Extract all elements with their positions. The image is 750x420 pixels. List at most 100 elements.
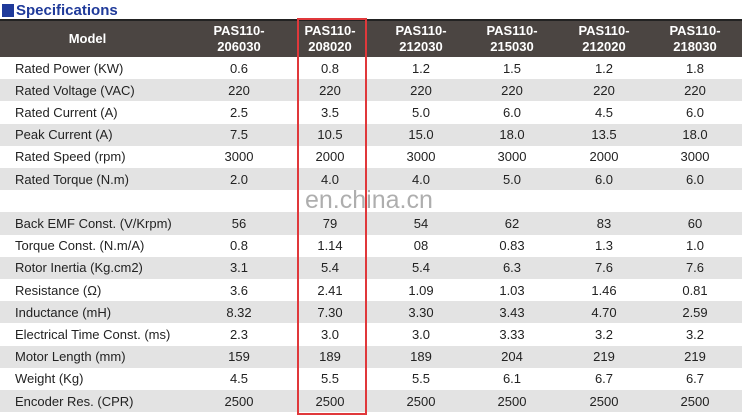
row-label: Electrical Time Const. (ms) <box>15 326 171 342</box>
cell-value: 4.0 <box>320 171 340 187</box>
table-row: Electrical Time Const. (ms) 2.3 3.0 3.0 3.33… <box>0 323 742 345</box>
row-label: Back EMF Const. (V/Krpm) <box>15 215 172 231</box>
cell-value: 8.32 <box>226 304 252 320</box>
cell-value: 2500 <box>315 393 345 409</box>
cell-value: 5.0 <box>411 104 431 120</box>
section-title: Specifications <box>2 0 118 20</box>
cell-value: 159 <box>228 349 250 365</box>
cell-value: 6.7 <box>685 371 705 387</box>
cell-value: 56 <box>231 215 247 231</box>
table-row: Weight (Kg) 4.5 5.5 5.5 6.1 6.7 6.7 <box>0 368 742 390</box>
cell-value: 1.03 <box>499 282 525 298</box>
row-label: Encoder Res. (CPR) <box>15 393 134 409</box>
cell-value: 2500 <box>224 393 254 409</box>
cell-value: 18.0 <box>499 127 525 143</box>
cell-value: 4.70 <box>591 304 617 320</box>
cell-value: 4.5 <box>594 104 614 120</box>
cell-value: 3000 <box>224 149 254 165</box>
header-model: Model <box>68 31 107 46</box>
highlight-box <box>297 18 367 415</box>
cell-value: 7.30 <box>317 304 343 320</box>
table-row: Motor Length (mm) 159 189 189 204 219 219 <box>0 345 742 368</box>
table-row: Back EMF Const. (V/Krpm) 56 79 54 62 83 60 <box>0 212 742 235</box>
cell-value <box>193 190 285 212</box>
cell-value: 0.83 <box>499 238 525 254</box>
cell-value: 2500 <box>406 393 436 409</box>
cell-value: 6.7 <box>594 371 614 387</box>
table-row: Rated Power (KW) 0.6 0.8 1.2 1.5 1.2 1.8 <box>0 57 742 79</box>
header-column: PAS110- 208020 <box>304 23 356 54</box>
cell-value: 3.0 <box>411 326 431 342</box>
cell-value <box>649 190 741 212</box>
header-column: PAS110- 218030 <box>669 23 721 54</box>
row-label: Rated Current (A) <box>15 104 118 120</box>
cell-value: 220 <box>228 82 250 98</box>
cell-value: 220 <box>593 82 615 98</box>
cell-value: 220 <box>319 82 341 98</box>
cell-value: 2.0 <box>229 171 249 187</box>
divider <box>0 19 742 21</box>
cell-value: 5.4 <box>320 260 340 276</box>
table-row: Rated Voltage (VAC) 220 220 220 220 220 220 <box>0 79 742 102</box>
cell-value: 189 <box>319 349 341 365</box>
cell-value: 6.0 <box>685 171 705 187</box>
cell-value: 1.0 <box>685 238 705 254</box>
table-row: Torque Const. (N.m/A) 0.8 1.14 08 0.83 1.3 1.0 <box>0 235 742 257</box>
cell-value: 1.46 <box>591 282 617 298</box>
cell-value: 13.5 <box>591 127 617 143</box>
table-row: Rated Torque (N.m) 2.0 4.0 4.0 5.0 6.0 6.0 <box>0 168 742 191</box>
cell-value: 1.09 <box>408 282 434 298</box>
cell-value: 1.3 <box>594 238 614 254</box>
cell-value: 6.0 <box>685 104 705 120</box>
cell-value: 2000 <box>315 149 345 165</box>
row-label: Rated Power (KW) <box>15 60 124 76</box>
cell-value: 79 <box>322 215 338 231</box>
cell-value: 2500 <box>497 393 527 409</box>
cell-value: 62 <box>504 215 520 231</box>
header-column: PAS110- 212020 <box>578 23 630 54</box>
row-label <box>0 190 205 212</box>
cell-value: 0.8 <box>229 238 249 254</box>
cell-value: 3.30 <box>408 304 434 320</box>
row-label: Peak Current (A) <box>15 127 113 143</box>
cell-value: 6.3 <box>502 260 522 276</box>
table-row: Rotor Inertia (Kg.cm2) 3.1 5.4 5.4 6.3 7.6 7.6 <box>0 256 742 279</box>
table-row: Encoder Res. (CPR) 2500 2500 2500 2500 2500 25… <box>0 390 742 413</box>
section-marker-icon <box>2 3 14 17</box>
cell-value: 3000 <box>406 149 436 165</box>
cell-value: 1.5 <box>502 60 522 76</box>
watermark: en.china.cn <box>305 186 433 214</box>
cell-value: 5.5 <box>320 371 340 387</box>
row-label: Rated Torque (N.m) <box>15 171 129 187</box>
cell-value: 2.41 <box>317 282 343 298</box>
cell-value: 2000 <box>589 149 619 165</box>
cell-value: 5.4 <box>411 260 431 276</box>
cell-value: 7.5 <box>229 127 249 143</box>
cell-value: 18.0 <box>682 127 708 143</box>
cell-value: 0.8 <box>320 60 340 76</box>
cell-value: 220 <box>501 82 523 98</box>
cell-value: 60 <box>687 215 703 231</box>
cell-value <box>558 190 650 212</box>
cell-value: 08 <box>413 238 429 254</box>
row-label: Inductance (mH) <box>15 304 112 320</box>
cell-value: 83 <box>596 215 612 231</box>
table-row: Rated Speed (rpm) 3000 2000 3000 3000 2000 300… <box>0 146 742 168</box>
cell-value: 219 <box>684 349 706 365</box>
cell-value: 15.0 <box>408 127 434 143</box>
cell-value: 1.2 <box>594 60 614 76</box>
cell-value: 189 <box>410 349 432 365</box>
row-label: Rated Speed (rpm) <box>15 149 126 165</box>
cell-value: 5.5 <box>411 371 431 387</box>
cell-value: 6.0 <box>594 171 614 187</box>
row-label: Weight (Kg) <box>15 371 84 387</box>
cell-value: 3.2 <box>685 326 705 342</box>
header-column: PAS110- 206030 <box>213 23 265 54</box>
cell-value: 220 <box>684 82 706 98</box>
row-label: Torque Const. (N.m/A) <box>15 238 145 254</box>
cell-value: 5.0 <box>502 171 522 187</box>
cell-value: 3000 <box>680 149 710 165</box>
cell-value: 2.59 <box>682 304 708 320</box>
cell-value: 6.1 <box>502 371 522 387</box>
row-label: Rated Voltage (VAC) <box>15 82 135 98</box>
